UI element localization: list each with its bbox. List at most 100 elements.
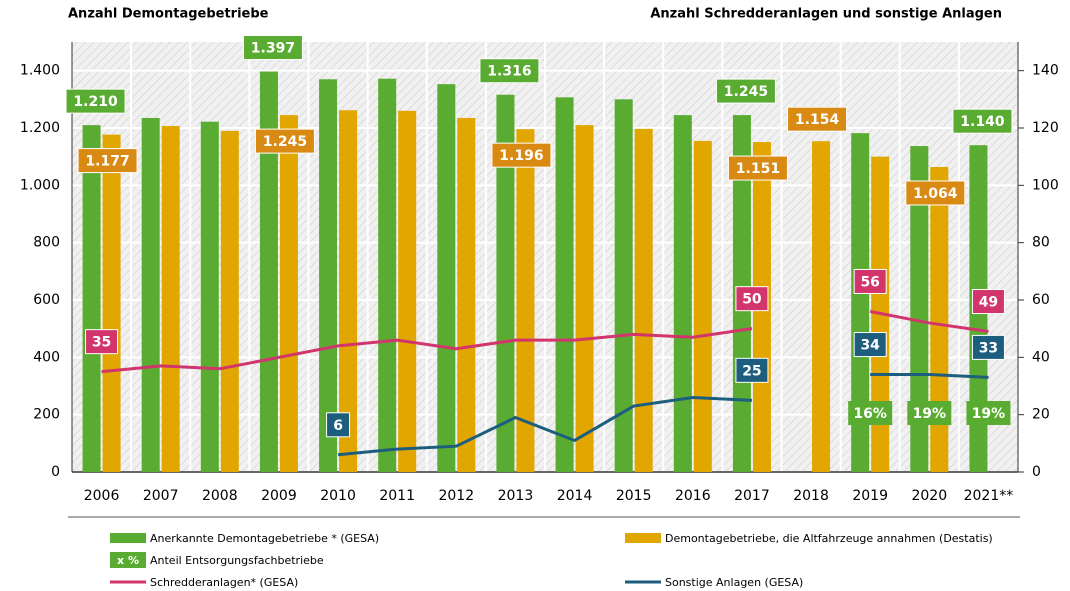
bar-value-label-box [727,155,788,181]
y-tick-label: 1.200 [20,120,60,136]
x-tick-label: 2008 [202,488,238,504]
x-tick-label: 2021** [964,488,1014,504]
line-value-label: 33 [979,340,998,356]
y2-tick-label: 140 [1032,63,1059,79]
share-label-box [848,401,893,425]
bar [339,110,358,472]
bar [141,117,160,472]
y2-tick-label: 0 [1032,464,1041,480]
line-value-label-box [971,334,1005,360]
bar-value-label: 1.245 [263,134,307,150]
y-tick-label: 200 [33,407,60,423]
legend-label: Anerkannte Demontagebetriebe * (GESA) [150,532,379,545]
bar [634,128,653,473]
x-tick-label: 2018 [793,488,829,504]
y-tick-label: 1.400 [20,63,60,79]
bar [555,97,574,473]
bar [102,134,121,473]
bar-value-label: 1.316 [487,64,531,80]
bar-value-label: 1.196 [499,148,543,164]
line-value-label-box [853,268,887,294]
bar [220,130,239,472]
x-tick-label: 2012 [438,488,474,504]
y-tick-label: 600 [33,292,60,308]
x-tick-label: 2011 [379,488,415,504]
share-label: 19% [913,406,947,422]
share-label: 19% [972,406,1006,422]
line-value-label-box [971,289,1005,315]
bar [457,117,476,472]
bar [319,79,338,473]
bar [516,129,535,472]
y-tick-label: 0 [51,464,60,480]
x-tick-label: 2010 [320,488,356,504]
bar [161,125,180,472]
line-value-label-box [85,329,119,355]
y2-tick-label: 20 [1032,407,1050,423]
y-tick-label: 400 [33,349,60,365]
bar-value-label: 1.245 [724,84,768,100]
x-tick-label: 2015 [616,488,652,504]
bar-value-label-box [77,148,138,174]
line [101,309,989,374]
line-value-label: 50 [742,292,762,308]
legend-label: Demontagebetriebe, die Altfahrzeuge anna… [665,532,993,545]
y-tick-label: 1.000 [20,177,60,193]
bar [200,121,219,473]
bar [398,110,417,473]
x-tick-label: 2017 [734,488,770,504]
line-value-label-box [326,412,351,438]
bar-value-label-box [787,106,848,132]
bar [614,99,633,472]
bar-value-label-box [715,78,776,104]
x-tick-label: 2019 [852,488,888,504]
x-tick-label: 2014 [557,488,593,504]
bar [259,71,278,472]
y2-tick-label: 80 [1032,235,1050,251]
line-value-label: 25 [742,363,761,379]
bar-value-label-box [254,128,315,154]
bar [575,125,594,472]
bar [693,140,712,472]
bar [378,78,397,473]
bar [851,133,870,472]
bar [496,94,515,472]
x-tick-label: 2020 [911,488,947,504]
bar [673,115,692,472]
bar [279,115,298,472]
line-value-label: 34 [860,338,880,354]
bar-value-label: 1.177 [85,154,129,170]
bar-value-label-box [242,35,303,61]
x-tick-label: 2007 [143,488,179,504]
x-tick-label: 2006 [84,488,120,504]
bar-value-label: 1.210 [73,94,118,110]
share-label-box [966,401,1011,425]
bar [910,146,929,472]
y2-tick-label: 60 [1032,292,1050,308]
legend-symbol: x % [117,554,139,567]
bar-value-label: 1.154 [795,112,840,128]
bar-value-label: 1.140 [960,114,1005,130]
legend-swatch [110,533,146,543]
line-value-label-box [853,332,887,358]
legend-swatch [110,552,146,568]
y2-tick-label: 120 [1032,120,1059,136]
line-value-label: 6 [333,418,343,434]
line-value-label-box [735,286,769,312]
bar [82,125,101,472]
bar-value-label-box [491,142,552,168]
line-value-label: 35 [92,335,111,351]
legend-swatch [625,533,661,543]
bar-value-label: 1.151 [736,161,780,177]
share-label-box [907,401,952,425]
bar-value-label: 1.064 [913,186,958,202]
bar [930,166,949,472]
legend-label: Schredderanlagen* (GESA) [150,576,298,589]
line [337,373,989,457]
bar-value-label-box [479,58,540,84]
line-value-label: 49 [979,295,998,311]
legend-label: Anteil Entsorgungsfachbetriebe [150,554,324,567]
x-tick-label: 2009 [261,488,297,504]
y2-tick-label: 100 [1032,177,1059,193]
